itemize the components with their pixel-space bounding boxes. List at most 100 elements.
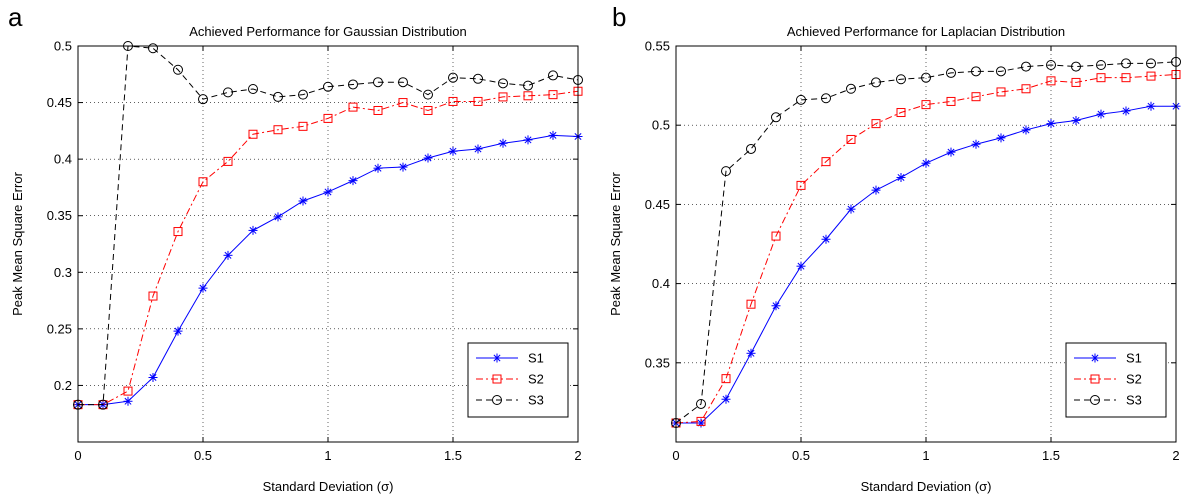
data-point-S3 <box>946 67 956 78</box>
data-point-S1 <box>796 261 806 271</box>
legend: S1 S2 S3 <box>467 342 569 418</box>
x-tick-label: 0.5 <box>194 448 212 463</box>
y-tick-label: 0.45 <box>645 197 670 212</box>
data-point-S3 <box>796 94 806 105</box>
series-S1 <box>671 101 1181 428</box>
data-point-S2 <box>373 105 383 115</box>
legend-marker-S3 <box>1090 395 1100 405</box>
data-point-S1 <box>721 394 731 404</box>
data-point-S2 <box>871 119 881 129</box>
data-point-S2 <box>423 105 433 115</box>
x-tick-label: 1 <box>922 448 929 463</box>
data-point-S3 <box>1046 60 1056 71</box>
data-point-S1 <box>523 135 533 145</box>
data-point-S1 <box>946 147 956 157</box>
data-point-S2 <box>746 299 756 309</box>
data-point-S3 <box>398 77 408 88</box>
chart-title: Achieved Performance for Gaussian Distri… <box>189 24 466 39</box>
y-tick-label: 0.5 <box>652 118 670 133</box>
legend: S1 S2 S3 <box>1065 342 1167 418</box>
data-point-S1 <box>921 158 931 168</box>
data-point-S3 <box>248 83 258 94</box>
legend-label-S3: S3 <box>528 393 544 408</box>
data-point-S1 <box>473 144 483 154</box>
x-tick-label: 0 <box>672 448 679 463</box>
data-point-S2 <box>1071 77 1081 87</box>
x-axis-label: Standard Deviation (σ) <box>861 479 992 494</box>
legend-label-S2: S2 <box>528 372 544 387</box>
data-point-S3 <box>821 93 831 104</box>
data-point-S3 <box>348 79 358 90</box>
legend-box <box>1065 342 1167 418</box>
data-point-S3 <box>1096 60 1106 71</box>
data-point-S1 <box>1071 115 1081 125</box>
data-point-S2 <box>1096 73 1106 83</box>
data-point-S2 <box>398 98 408 108</box>
data-point-S1 <box>846 204 856 214</box>
data-point-S1 <box>1046 119 1056 129</box>
data-point-S3 <box>696 398 706 409</box>
x-tick-label: 0.5 <box>792 448 810 463</box>
data-point-S3 <box>721 166 731 177</box>
series-S3 <box>671 56 1181 428</box>
series-line-S2 <box>675 74 1177 424</box>
axes-box <box>77 45 579 443</box>
data-point-S1 <box>273 212 283 222</box>
data-point-S2 <box>696 416 706 426</box>
data-point-S1 <box>821 234 831 244</box>
data-point-S1 <box>198 283 208 293</box>
y-tick-label: 0.35 <box>47 208 72 223</box>
data-point-S1 <box>498 138 508 148</box>
data-point-S2 <box>273 125 283 135</box>
data-point-S3 <box>871 77 881 88</box>
data-point-S1 <box>423 153 433 163</box>
data-point-S1 <box>248 225 258 235</box>
panel-letter: b <box>612 2 626 32</box>
data-point-S3 <box>846 83 856 94</box>
series-line-S3 <box>675 61 1177 424</box>
data-point-S1 <box>1096 109 1106 119</box>
data-point-S2 <box>946 96 956 106</box>
panel-letter: a <box>8 2 23 32</box>
legend-label-S3: S3 <box>1126 393 1142 408</box>
data-point-S1 <box>1121 106 1131 116</box>
data-point-S1 <box>123 396 133 406</box>
series-line-S2 <box>78 90 579 406</box>
x-tick-label: 0 <box>74 448 81 463</box>
data-point-S2 <box>448 96 458 106</box>
data-point-S2 <box>1021 84 1031 94</box>
y-tick-label: 0.4 <box>54 152 72 167</box>
y-tick-label: 0.45 <box>47 95 72 110</box>
data-point-S1 <box>696 418 706 428</box>
legend-label-S1: S1 <box>1126 351 1142 366</box>
x-tick-label: 1 <box>324 448 331 463</box>
data-point-S2 <box>796 180 806 190</box>
data-point-S1 <box>771 301 781 311</box>
y-tick-label: 0.4 <box>652 276 670 291</box>
data-point-S3 <box>896 74 906 85</box>
data-point-S1 <box>173 326 183 336</box>
data-point-S3 <box>771 112 781 123</box>
y-tick-label: 0.3 <box>54 265 72 280</box>
data-point-S3 <box>448 72 458 83</box>
data-point-S2 <box>921 100 931 110</box>
data-point-S2 <box>348 102 358 112</box>
data-point-S3 <box>1071 61 1081 72</box>
data-point-S2 <box>473 96 483 106</box>
x-axis-label: Standard Deviation (σ) <box>263 479 394 494</box>
data-point-S1 <box>223 250 233 260</box>
data-point-S2 <box>846 134 856 144</box>
data-point-S2 <box>996 87 1006 97</box>
data-point-S3 <box>1021 61 1031 72</box>
data-point-S1 <box>298 196 308 206</box>
legend-box <box>467 342 569 418</box>
legend-marker-S1 <box>492 353 502 363</box>
series-group <box>671 56 1181 428</box>
y-tick-label: 0.2 <box>54 378 72 393</box>
data-point-S3 <box>921 72 931 83</box>
x-tick-label: 1.5 <box>444 448 462 463</box>
data-point-S2 <box>548 90 558 100</box>
legend-marker-S1 <box>1090 353 1100 363</box>
